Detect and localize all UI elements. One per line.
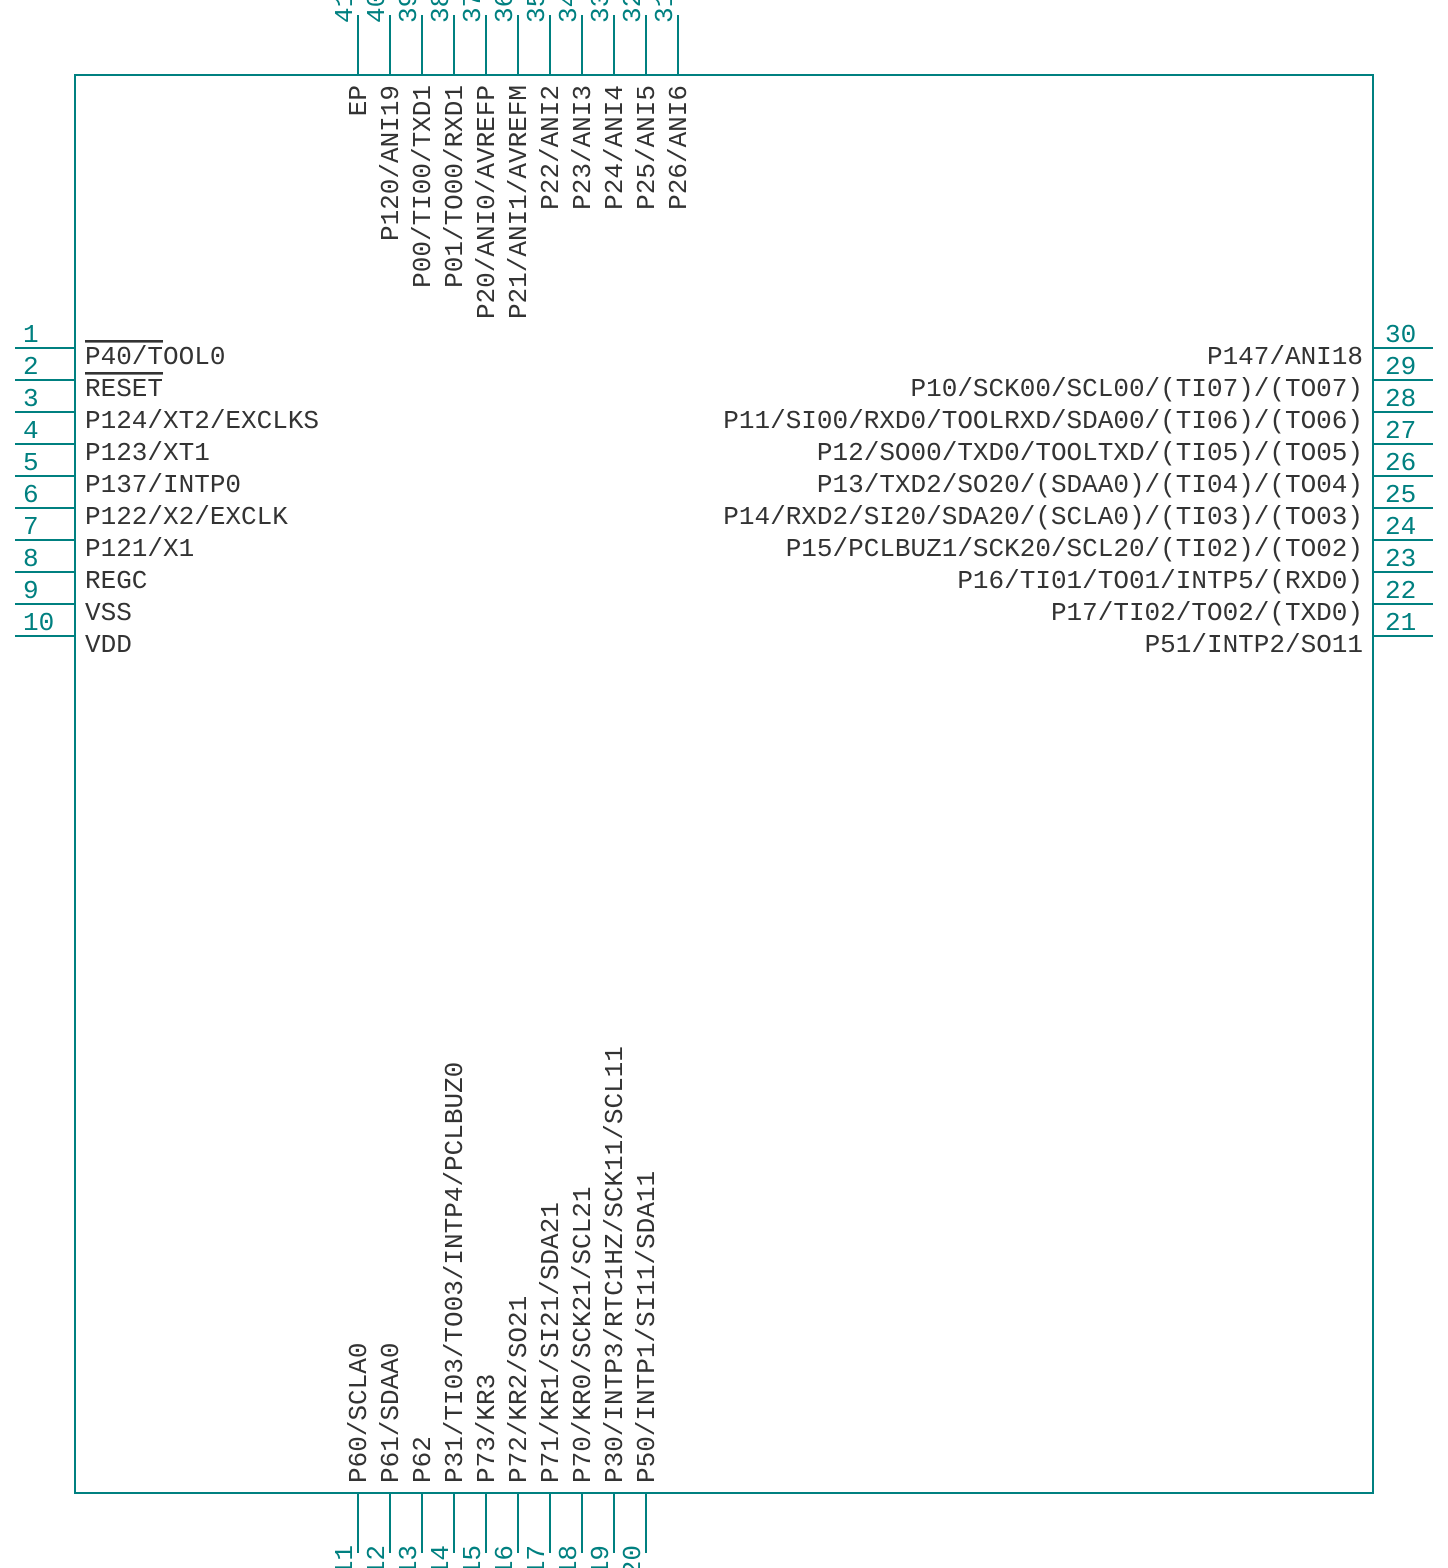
pin-number: 6 <box>23 480 39 510</box>
pin-number: 21 <box>1385 608 1416 638</box>
pin-label: P21/ANI1/AVREFM <box>504 85 534 319</box>
pin-number: 28 <box>1385 384 1416 414</box>
pin-number: 24 <box>1385 512 1416 542</box>
pin-number: 11 <box>330 1545 360 1568</box>
pin-label: P31/TI03/TO03/INTP4/PCLBUZ0 <box>440 1062 470 1483</box>
pin-number: 22 <box>1385 576 1416 606</box>
pin-number: 17 <box>522 1545 552 1568</box>
pin-label: P12/SO00/TXD0/TOOLTXD/(TI05)/(TO05) <box>817 438 1363 468</box>
pin-number: 19 <box>586 1545 616 1568</box>
pin-label: P70/KR0/SCK21/SCL21 <box>568 1187 598 1483</box>
pin-label: P40/TOOL0 <box>85 342 225 372</box>
pin-number: 8 <box>23 544 39 574</box>
pin-number: 16 <box>490 1545 520 1568</box>
pin-number: 31 <box>650 0 680 23</box>
chip-body <box>75 75 1373 1493</box>
pin-label: P123/XT1 <box>85 438 210 468</box>
pin-label: P62 <box>408 1436 438 1483</box>
pin-label: P72/KR2/SO21 <box>504 1296 534 1483</box>
pin-label: P11/SI00/RXD0/TOOLRXD/SDA00/(TI06)/(TO06… <box>723 406 1363 436</box>
pin-number: 7 <box>23 512 39 542</box>
pin-number: 1 <box>23 320 39 350</box>
pin-number: 40 <box>362 0 392 23</box>
pin-number: 13 <box>394 1545 424 1568</box>
pin-label: P51/INTP2/SO11 <box>1145 630 1363 660</box>
pin-label: P120/ANI19 <box>376 85 406 241</box>
pin-number: 27 <box>1385 416 1416 446</box>
pin-number: 9 <box>23 576 39 606</box>
pin-number: 26 <box>1385 448 1416 478</box>
pin-number: 23 <box>1385 544 1416 574</box>
pin-label: P60/SCLA0 <box>344 1343 374 1483</box>
pin-number: 3 <box>23 384 39 414</box>
pin-label: P16/TI01/TO01/INTP5/(RXD0) <box>957 566 1363 596</box>
pin-label: P17/TI02/TO02/(TXD0) <box>1051 598 1363 628</box>
pin-label: P147/ANI18 <box>1207 342 1363 372</box>
pin-label: P121/X1 <box>85 534 194 564</box>
pin-label: P137/INTP0 <box>85 470 241 500</box>
pin-label: P24/ANI4 <box>600 85 630 210</box>
pin-number: 37 <box>458 0 488 23</box>
pin-number: 29 <box>1385 352 1416 382</box>
pin-label: P73/KR3 <box>472 1374 502 1483</box>
pin-number: 2 <box>23 352 39 382</box>
pin-label: P23/ANI3 <box>568 85 598 210</box>
pin-label: P124/XT2/EXCLKS <box>85 406 319 436</box>
pin-label: P61/SDAA0 <box>376 1343 406 1483</box>
pin-label: P71/KR1/SI21/SDA21 <box>536 1202 566 1483</box>
pin-number: 35 <box>522 0 552 23</box>
pin-label: P20/ANI0/AVREFP <box>472 85 502 319</box>
pin-label: EP <box>344 85 374 116</box>
pin-label: P122/X2/EXCLK <box>85 502 288 532</box>
pin-label: P13/TXD2/SO20/(SDAA0)/(TI04)/(TO04) <box>817 470 1363 500</box>
pin-number: 10 <box>23 608 54 638</box>
pin-number: 36 <box>490 0 520 23</box>
pin-number: 33 <box>586 0 616 23</box>
pin-number: 20 <box>618 1545 648 1568</box>
pin-number: 41 <box>330 0 360 23</box>
pin-number: 12 <box>362 1545 392 1568</box>
pin-number: 15 <box>458 1545 488 1568</box>
pin-number: 14 <box>426 1545 456 1568</box>
pin-number: 18 <box>554 1545 584 1568</box>
pin-number: 39 <box>394 0 424 23</box>
pin-label: REGC <box>85 566 147 596</box>
ic-pinout-diagram: 1 P40/TOOL0 2 RESET 3 P124/XT2/EXCLKS 4 P123/XT… <box>0 0 1448 1568</box>
pin-label: P01/TO00/RXD1 <box>440 85 470 288</box>
pin-label: P10/SCK00/SCL00/(TI07)/(TO07) <box>911 374 1363 404</box>
pin-label: P00/TI00/TXD1 <box>408 85 438 288</box>
pin-label: P14/RXD2/SI20/SDA20/(SCLA0)/(TI03)/(TO03… <box>723 502 1363 532</box>
pin-label: VSS <box>85 598 132 628</box>
pin-number: 25 <box>1385 480 1416 510</box>
pin-label: P15/PCLBUZ1/SCK20/SCL20/(TI02)/(TO02) <box>786 534 1363 564</box>
pin-number: 30 <box>1385 320 1416 350</box>
pin-label: P30/INTP3/RTC1HZ/SCK11/SCL11 <box>600 1046 630 1483</box>
pin-number: 4 <box>23 416 39 446</box>
pin-number: 32 <box>618 0 648 23</box>
pin-number: 34 <box>554 0 584 23</box>
pin-label: VDD <box>85 630 132 660</box>
pin-label: P26/ANI6 <box>664 85 694 210</box>
pin-number: 38 <box>426 0 456 23</box>
pin-label: P22/ANI2 <box>536 85 566 210</box>
pin-number: 5 <box>23 448 39 478</box>
pin-label: RESET <box>85 374 163 404</box>
pin-label: P50/INTP1/SI11/SDA11 <box>632 1171 662 1483</box>
pin-label: P25/ANI5 <box>632 85 662 210</box>
